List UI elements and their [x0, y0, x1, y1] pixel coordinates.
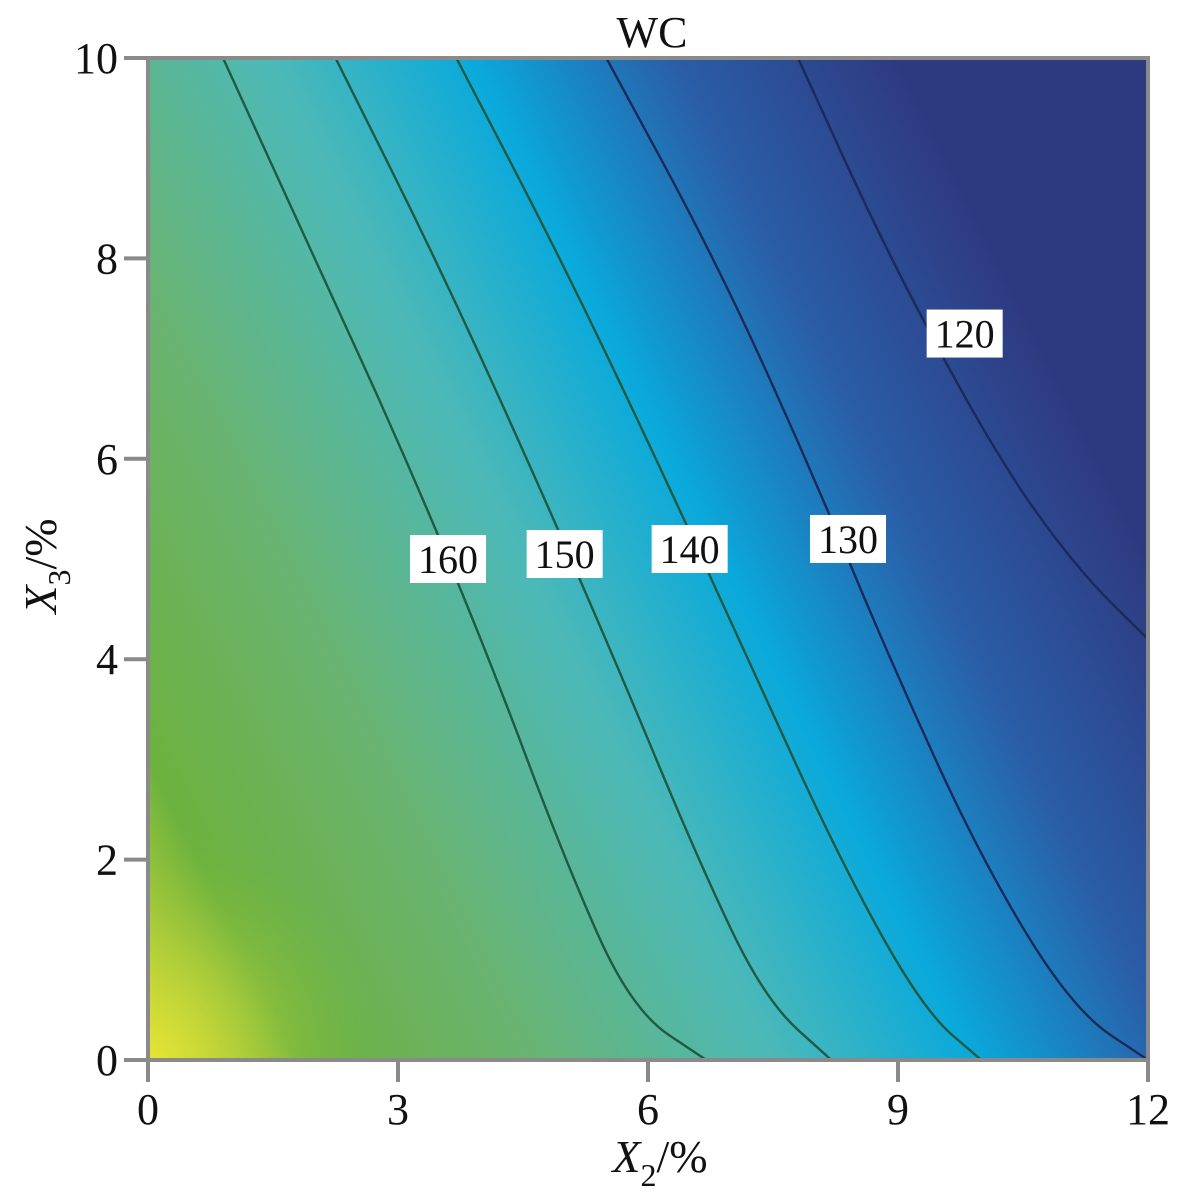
contour-line-140 — [455, 58, 983, 1060]
contour-line-120 — [796, 58, 1148, 641]
contour-label-box — [410, 535, 486, 583]
contour-line-150 — [334, 58, 833, 1060]
x-tick-label: 9 — [887, 1085, 909, 1134]
y-axis-label: X3/% — [15, 518, 77, 615]
y-tick-label: 0 — [96, 1036, 118, 1085]
contour-label-box — [810, 514, 886, 563]
contour-label-160: 160 — [410, 535, 486, 583]
contour-label-box — [651, 524, 728, 573]
contour-label-text: 120 — [935, 312, 995, 357]
contour-line-160 — [221, 58, 707, 1060]
y-tick-label: 4 — [96, 635, 118, 684]
x-tick-label: 3 — [387, 1085, 409, 1134]
contour-label-box — [926, 309, 1003, 358]
y-axis: 0 2 4 6 8 10 — [74, 34, 148, 1085]
contour-label-text: 160 — [418, 537, 478, 582]
y-tick-label: 6 — [96, 435, 118, 484]
x-axis-label: X2/% — [610, 1131, 707, 1193]
contour-label-text: 140 — [660, 527, 720, 572]
x-tick-label: 0 — [137, 1085, 159, 1134]
x-axis: 0 3 6 9 12 — [137, 1060, 1170, 1134]
chart-title: WC — [617, 8, 688, 57]
contour-label-text: 150 — [535, 532, 595, 577]
contour-lines — [221, 58, 1148, 1060]
contour-labels: 160 150 140 130 120 — [410, 309, 1003, 583]
contour-label-text: 130 — [818, 517, 878, 562]
x-tick-label: 6 — [637, 1085, 659, 1134]
color-field-corner — [148, 58, 1148, 1060]
x-tick-label: 12 — [1126, 1085, 1170, 1134]
y-tick-label: 10 — [74, 34, 118, 83]
contour-label-150: 150 — [526, 529, 603, 578]
y-tick-label: 8 — [96, 234, 118, 283]
contour-label-box — [526, 529, 603, 578]
y-tick-label: 2 — [96, 836, 118, 885]
contour-label-140: 140 — [651, 524, 728, 573]
plot-area — [148, 58, 1148, 1060]
contour-label-120: 120 — [926, 309, 1003, 358]
contour-label-130: 130 — [810, 514, 886, 563]
contour-line-130 — [605, 58, 1148, 1060]
